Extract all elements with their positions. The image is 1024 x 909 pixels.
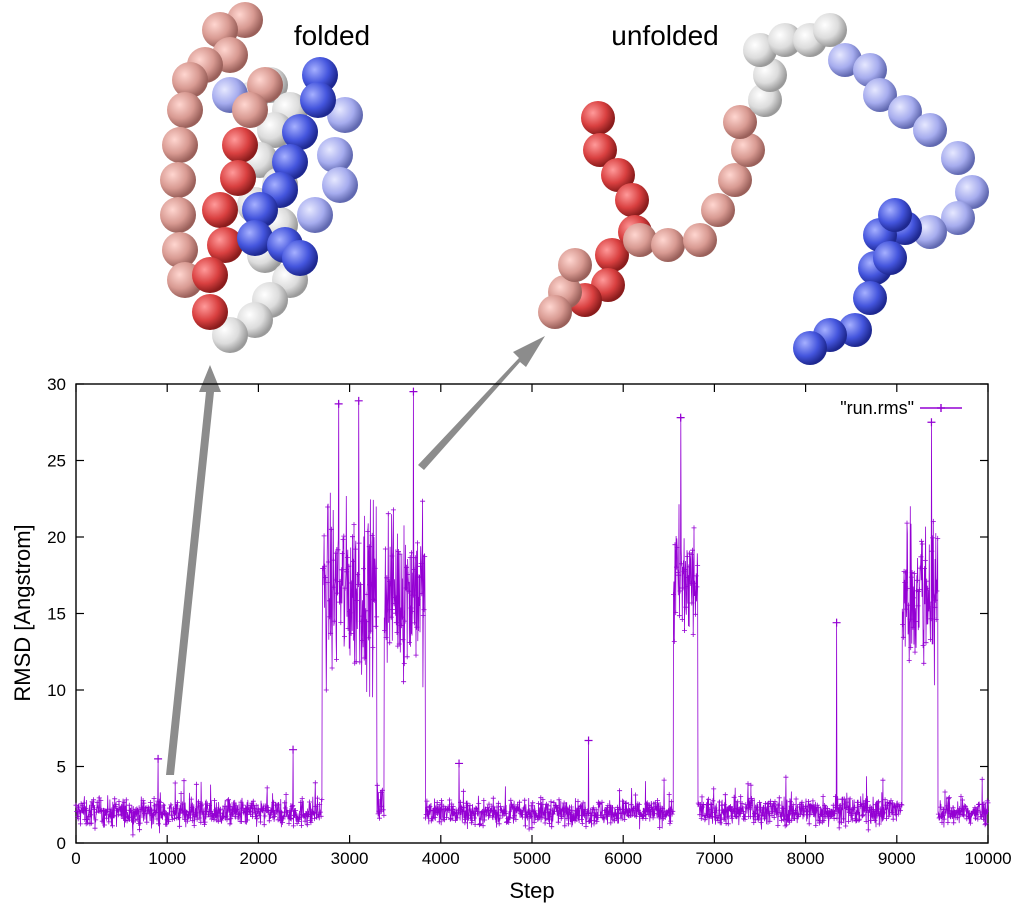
y-tick-label-6: 30 [47, 375, 66, 394]
unfolded-bead-12 [651, 228, 685, 262]
x-tick-label-6: 6000 [604, 849, 642, 868]
unfolded-bead-1 [583, 133, 617, 167]
spike-point-2 [334, 399, 343, 408]
legend-marker [937, 404, 945, 412]
spike-point-0 [154, 754, 163, 763]
spike-point-6 [584, 736, 593, 745]
folded-bead-27 [222, 127, 258, 163]
plot-area [75, 383, 989, 844]
x-axis-label: Step [509, 878, 554, 903]
unfolded-bead-10 [558, 248, 592, 282]
x-tick-label-9: 9000 [878, 849, 916, 868]
folded-bead-31 [192, 257, 228, 293]
y-axis: 0 5 10 15 20 25 30 [47, 375, 988, 853]
unfolded-bead-15 [718, 163, 752, 197]
x-tick-label-8: 8000 [787, 849, 825, 868]
folded-bead-39 [282, 114, 318, 150]
folded-bead-22 [160, 197, 196, 233]
x-tick-label-0: 0 [71, 849, 80, 868]
unfolded-bead-26 [863, 78, 897, 112]
x-tick-label-2: 2000 [239, 849, 277, 868]
unfolded-bead-30 [955, 175, 989, 209]
x-tick-label-1: 1000 [148, 849, 186, 868]
x-tick-label-3: 3000 [331, 849, 369, 868]
unfolded-bead-17 [723, 105, 757, 139]
unfolded-bead-28 [913, 113, 947, 147]
series-markers [73, 401, 991, 838]
spike-point-4 [409, 387, 418, 396]
unfolded-bead-5 [595, 238, 629, 272]
folded-bead-26 [232, 92, 268, 128]
spike-point-1 [289, 745, 298, 754]
folded-bead-28 [220, 160, 256, 196]
series-line [75, 391, 989, 835]
unfolded-bead-16 [731, 133, 765, 167]
y-tick-label-4: 20 [47, 528, 66, 547]
unfolded-bead-40 [878, 198, 912, 232]
unfolded-bead-9 [538, 295, 572, 329]
unfolded-bead-27 [888, 95, 922, 129]
folded-protein-image [160, 2, 363, 353]
folded-bead-40 [272, 144, 308, 180]
y-tick-label-3: 15 [47, 605, 66, 624]
unfolded-bead-36 [853, 281, 887, 315]
y-tick-label-0: 0 [57, 834, 66, 853]
folded-pointer-arrow [166, 365, 221, 775]
spike-point-8 [832, 618, 841, 627]
folded-bead-18 [172, 62, 208, 98]
series-run-rms [73, 387, 991, 838]
x-axis: 0 1000 2000 3000 4000 5000 6000 7000 8000 9000 100… [71, 384, 1012, 868]
x-tick-label-10: 10000 [964, 849, 1011, 868]
unfolded-label: unfolded [611, 20, 718, 51]
x-tick-label-4: 4000 [422, 849, 460, 868]
folded-bead-32 [192, 294, 228, 330]
legend: "run.rms" [840, 398, 962, 418]
unfolded-pointer-arrow [418, 336, 545, 470]
spike-point-3 [354, 396, 363, 405]
unfolded-bead-31 [941, 201, 975, 235]
folded-label: folded [294, 20, 370, 51]
unfolded-bead-13 [683, 223, 717, 257]
folded-bead-45 [282, 240, 318, 276]
unfolded-bead-0 [581, 101, 615, 135]
folded-bead-35 [322, 167, 358, 203]
folded-bead-33 [327, 97, 363, 133]
unfolded-bead-2 [601, 158, 635, 192]
unfolded-bead-32 [913, 215, 947, 249]
spike-point-5 [455, 759, 464, 768]
unfolded-bead-21 [768, 23, 802, 57]
unfolded-bead-14 [701, 193, 735, 227]
unfolded-bead-41 [873, 241, 907, 275]
y-axis-label: RMSD [Angstrom] [10, 524, 35, 701]
folded-bead-23 [162, 232, 198, 268]
folded-bead-36 [297, 197, 333, 233]
folded-bead-19 [167, 92, 203, 128]
unfolded-bead-23 [813, 13, 847, 47]
unfolded-bead-11 [623, 223, 657, 257]
folded-bead-38 [300, 82, 336, 118]
x-tick-label-7: 7000 [695, 849, 733, 868]
y-tick-label-1: 5 [57, 758, 66, 777]
unfolded-protein-image [538, 13, 989, 365]
y-tick-label-5: 25 [47, 452, 66, 471]
unfolded-bead-39 [793, 331, 827, 365]
folded-bead-29 [202, 192, 238, 228]
unfolded-bead-29 [941, 141, 975, 175]
folded-bead-30 [207, 227, 243, 263]
legend-label: "run.rms" [840, 398, 914, 418]
folded-bead-20 [162, 127, 198, 163]
folded-bead-34 [317, 137, 353, 173]
y-tick-label-2: 10 [47, 681, 66, 700]
arrows [166, 336, 545, 775]
folded-bead-42 [242, 192, 278, 228]
spike-point-9 [927, 418, 936, 427]
spike-point-7 [676, 413, 685, 422]
folded-bead-21 [160, 162, 196, 198]
unfolded-bead-3 [615, 183, 649, 217]
folded-bead-43 [237, 220, 273, 256]
x-tick-label-5: 5000 [513, 849, 551, 868]
